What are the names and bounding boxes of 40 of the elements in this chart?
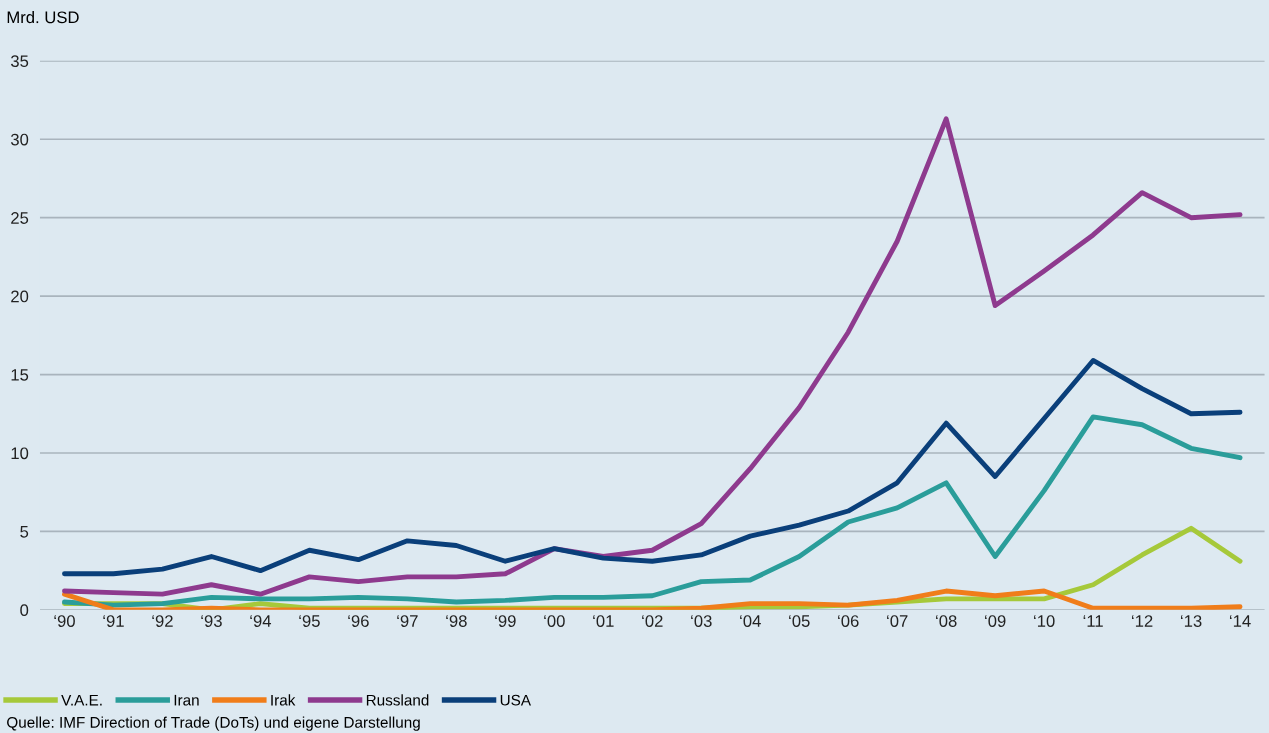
x-tick-label: ‘04 xyxy=(740,615,761,627)
x-tick-label: ‘90 xyxy=(54,615,75,627)
legend-label: USA xyxy=(500,694,531,706)
x-tick-label: ‘12 xyxy=(1132,615,1153,627)
x-tick-label: ‘93 xyxy=(201,615,222,627)
x-tick-label: ‘98 xyxy=(446,615,467,627)
x-tick-label: ‘97 xyxy=(397,615,418,627)
legend-label: V.A.E. xyxy=(61,694,102,706)
x-tick-label: ‘96 xyxy=(348,615,369,627)
x-tick-label: ‘06 xyxy=(838,615,859,627)
y-tick-label: 30 xyxy=(10,133,29,146)
y-tick-label: 5 xyxy=(20,526,29,538)
y-tick-label: 25 xyxy=(11,212,29,224)
y-tick-label: 15 xyxy=(11,369,29,381)
x-tick-label: ‘09 xyxy=(985,615,1006,627)
x-tick-label: ‘00 xyxy=(544,615,565,627)
legend-label: Iran xyxy=(174,694,199,706)
x-tick-label: ‘05 xyxy=(789,615,810,627)
x-tick-label: ‘94 xyxy=(250,615,272,627)
legend-label: Irak xyxy=(271,694,296,706)
x-tick-label: ‘99 xyxy=(495,615,516,627)
x-tick-label: ‘13 xyxy=(1181,615,1202,627)
x-tick-label: ‘92 xyxy=(152,615,173,627)
x-tick-label: ‘91 xyxy=(103,615,124,627)
source-note: Quelle: IMF Direction of Trade (DoTs) und eigene Darstellung xyxy=(7,716,420,731)
y-tick-label: 20 xyxy=(11,290,29,303)
y-tick-label: 35 xyxy=(10,55,29,68)
y-axis-title: Mrd. USD xyxy=(7,10,79,24)
x-tick-label: ‘11 xyxy=(1083,615,1103,627)
y-tick-label: 0 xyxy=(20,604,29,617)
x-tick-label: ‘08 xyxy=(936,615,957,627)
y-tick-label: 10 xyxy=(11,447,29,460)
x-tick-label: ‘01 xyxy=(593,615,614,627)
x-tick-label: ‘02 xyxy=(642,615,663,627)
x-tick-label: ‘14 xyxy=(1229,615,1251,627)
legend-label: Russland xyxy=(366,694,429,706)
x-tick-label: ‘10 xyxy=(1034,615,1055,627)
x-tick-label: ‘07 xyxy=(887,615,908,627)
x-tick-label: ‘95 xyxy=(299,615,320,627)
x-tick-label: ‘03 xyxy=(691,615,712,627)
